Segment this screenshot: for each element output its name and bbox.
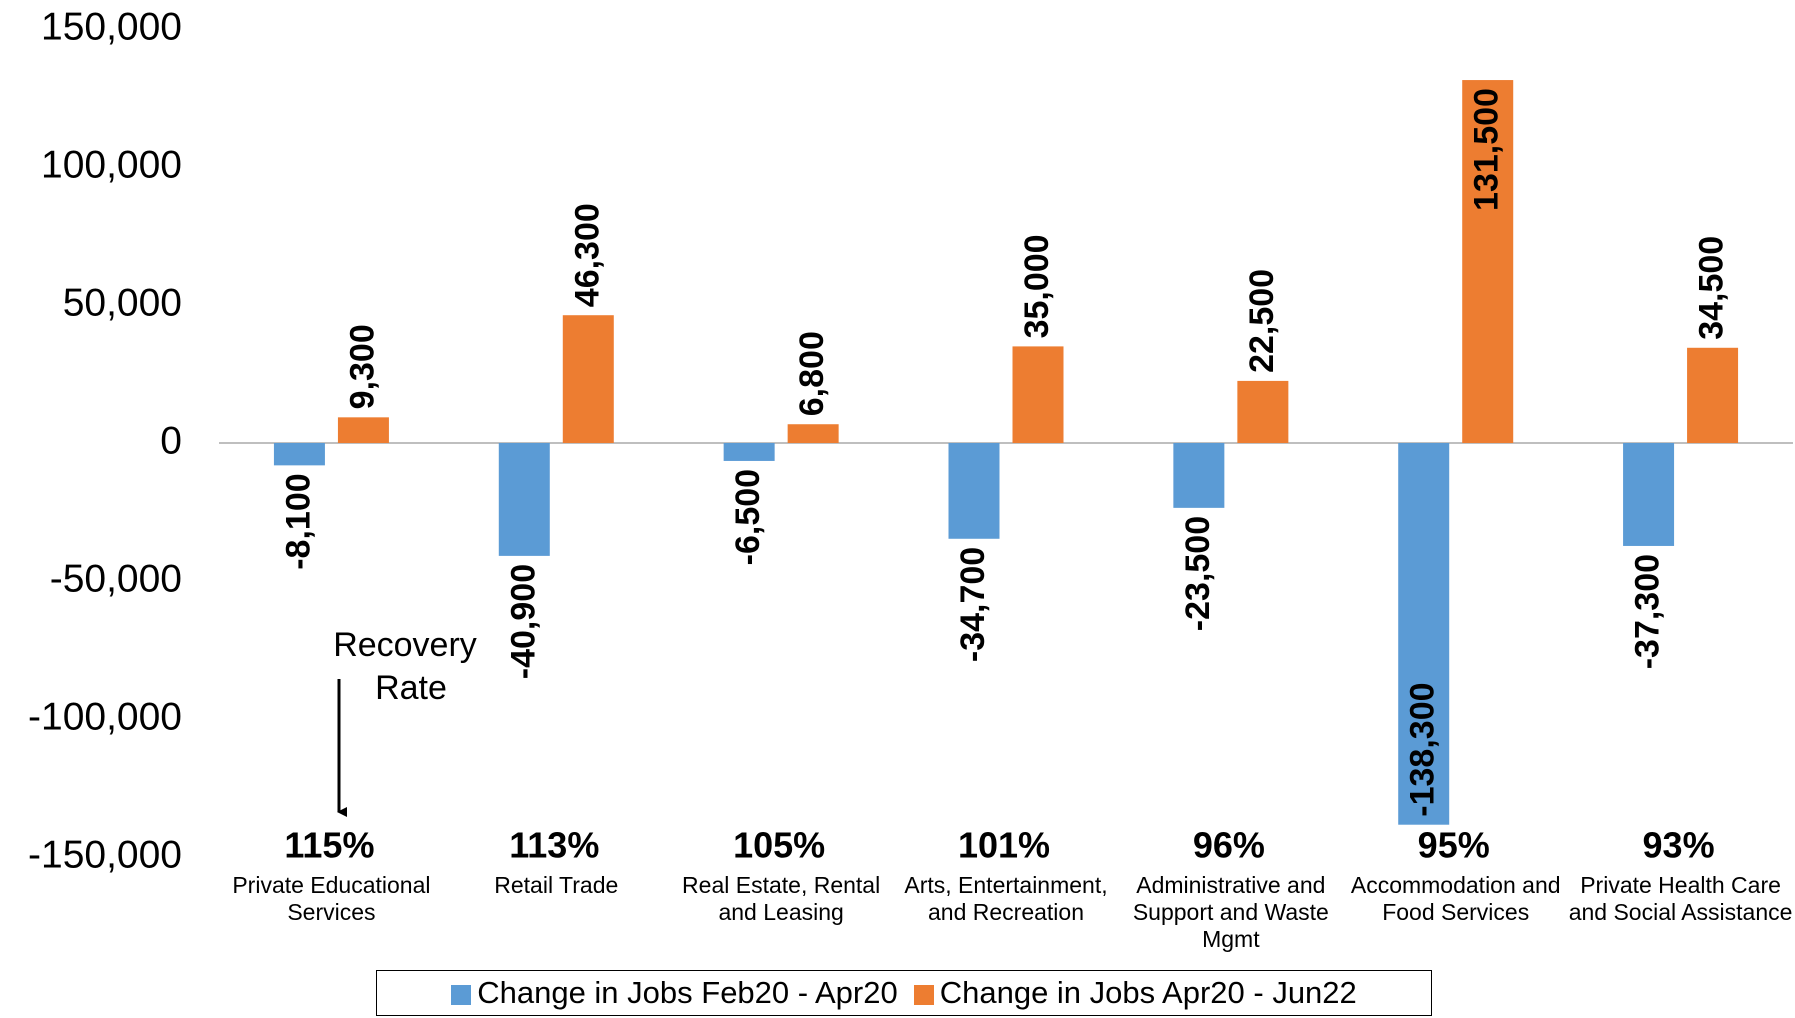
bar xyxy=(1398,443,1450,825)
x-tick-label: Private Educational Services xyxy=(232,872,431,925)
legend: Change in Jobs Feb20 - Apr20 Change in Jo… xyxy=(376,970,1432,1016)
y-tick-label: 0 xyxy=(160,419,182,462)
value-label: 6,800 xyxy=(793,331,831,416)
bar xyxy=(1687,347,1739,443)
x-tick-label: Accommodation and Food Services xyxy=(1350,872,1561,925)
annotation: Recovery Rate xyxy=(333,626,477,707)
value-label: -138,300 xyxy=(1404,682,1442,816)
bar xyxy=(787,424,839,443)
bar xyxy=(948,443,1000,539)
bar xyxy=(562,315,614,443)
recovery-rate: 105% xyxy=(733,825,825,866)
bar xyxy=(1623,443,1675,546)
x-tick-label: Real Estate, Rental and Leasing xyxy=(682,872,881,925)
y-tick-label: -100,000 xyxy=(28,695,182,738)
value-label: -6,500 xyxy=(729,469,767,565)
bar xyxy=(337,417,389,443)
value-label: 9,300 xyxy=(343,324,381,409)
bar xyxy=(1462,80,1514,443)
legend-label: Change in Jobs Apr20 - Jun22 xyxy=(939,975,1357,1010)
value-label: -34,700 xyxy=(954,547,992,662)
legend-swatch xyxy=(451,984,472,1005)
value-label: -23,500 xyxy=(1179,516,1217,631)
legend-item: Change in Jobs Apr20 - Jun22 xyxy=(913,975,1357,1011)
bar xyxy=(273,443,325,466)
value-label: -8,100 xyxy=(279,473,317,569)
legend-item: Change in Jobs Feb20 - Apr20 xyxy=(451,975,898,1011)
value-label: 34,500 xyxy=(1693,236,1731,340)
y-tick-label: 50,000 xyxy=(63,281,182,324)
x-tick-label: Retail Trade xyxy=(494,872,619,898)
value-label: -40,900 xyxy=(504,564,542,679)
recovery-rate: 93% xyxy=(1643,825,1715,866)
x-tick-label: Arts, Entertainment, and Recreation xyxy=(904,872,1108,925)
y-tick-label: 150,000 xyxy=(41,5,182,48)
recovery-rate: 96% xyxy=(1193,825,1265,866)
y-tick-label: -50,000 xyxy=(50,557,182,600)
value-label: -37,300 xyxy=(1629,554,1667,669)
bar xyxy=(498,443,550,556)
x-tick-label: Private Health Care and Social Assistanc… xyxy=(1568,872,1793,925)
bar xyxy=(1173,443,1225,508)
legend-label: Change in Jobs Feb20 - Apr20 xyxy=(477,975,898,1010)
y-tick-label: -150,000 xyxy=(28,833,182,876)
bar xyxy=(1012,346,1064,443)
recovery-rate: 101% xyxy=(958,825,1050,866)
x-tick-label: Administrative and Support and Waste Mgm… xyxy=(1132,872,1329,952)
value-label: 35,000 xyxy=(1018,234,1056,338)
value-label: 46,300 xyxy=(568,203,606,307)
recovery-rate: 113% xyxy=(509,825,599,866)
y-tick-label: 100,000 xyxy=(41,143,182,186)
legend-swatch xyxy=(913,984,934,1005)
value-label: 131,500 xyxy=(1468,88,1506,211)
bar xyxy=(723,443,775,461)
bar xyxy=(1237,380,1289,443)
recovery-rate: 115% xyxy=(284,825,374,866)
recovery-rate: 95% xyxy=(1418,825,1490,866)
value-label: 22,500 xyxy=(1243,269,1281,373)
